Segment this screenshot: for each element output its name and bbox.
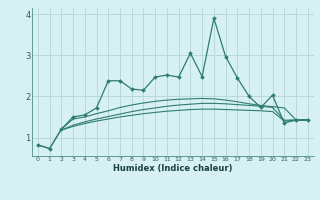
X-axis label: Humidex (Indice chaleur): Humidex (Indice chaleur)	[113, 164, 233, 173]
